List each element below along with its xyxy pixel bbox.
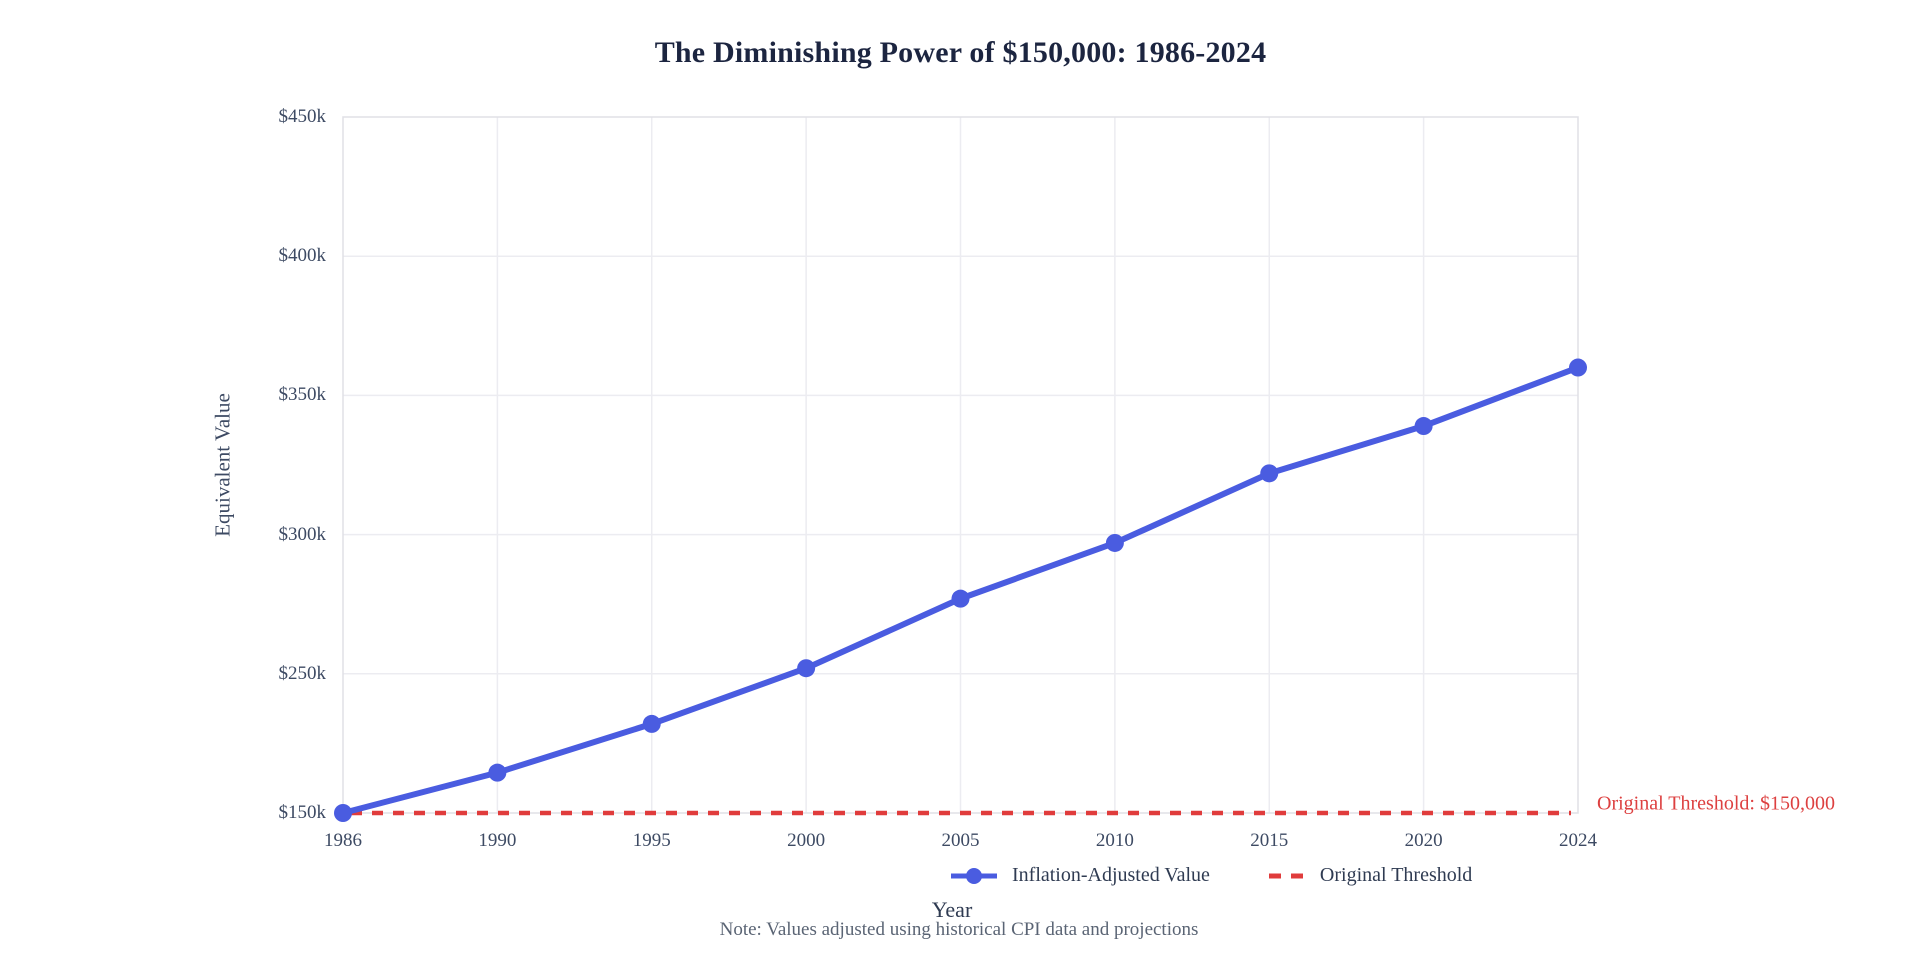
data-point-1990 (488, 763, 507, 782)
x-tick-label: 1990 (478, 830, 517, 851)
data-point-2010 (1105, 533, 1124, 552)
legend-label-inflation-adjusted: Inflation-Adjusted Value (1012, 864, 1210, 886)
x-tick-label: 2010 (1095, 830, 1134, 851)
x-tick-label: 1995 (632, 830, 671, 851)
y-tick-label: $250k (278, 662, 327, 684)
chart-title: The Diminishing Power of $150,000: 1986-… (654, 36, 1267, 69)
legend-item-original-threshold[interactable]: Original Threshold (1268, 864, 1472, 887)
data-point-1995 (642, 714, 661, 733)
y-tick-label: $450k (278, 106, 327, 127)
x-tick-label: 2000 (787, 830, 826, 851)
legend: Inflation-Adjusted Value Original Thresh… (950, 864, 1472, 887)
x-tick-label: 2005 (941, 830, 980, 851)
data-point-2005 (951, 589, 970, 608)
line-marker-legend-icon (951, 867, 997, 884)
chart-note: Note: Values adjusted using historical C… (719, 919, 1199, 940)
data-point-2000 (797, 659, 816, 678)
threshold-annotation: Original Threshold: $150,000 (1597, 792, 1835, 815)
y-tick-label: $350k (278, 384, 327, 406)
data-point-2020 (1414, 417, 1433, 436)
x-tick-label: 2024 (1559, 830, 1597, 851)
x-tick-label: 2020 (1404, 830, 1443, 851)
y-tick-label: $300k (278, 523, 327, 545)
y-tick-label: $400k (278, 245, 327, 267)
y-tick-label: $150k (278, 802, 327, 823)
data-point-2024 (1569, 358, 1587, 377)
y-axis-title: Equivalent Value (210, 393, 235, 537)
data-point-1986 (334, 804, 352, 822)
x-tick-label: 2015 (1250, 830, 1289, 851)
x-axis-title: Year (931, 897, 973, 922)
data-point-2015 (1260, 464, 1279, 483)
x-tick-label: 1986 (324, 830, 362, 851)
legend-item-inflation-adjusted[interactable]: Inflation-Adjusted Value (950, 864, 1210, 887)
legend-label-original-threshold: Original Threshold (1319, 864, 1473, 886)
dashed-line-legend-icon (1268, 873, 1305, 878)
